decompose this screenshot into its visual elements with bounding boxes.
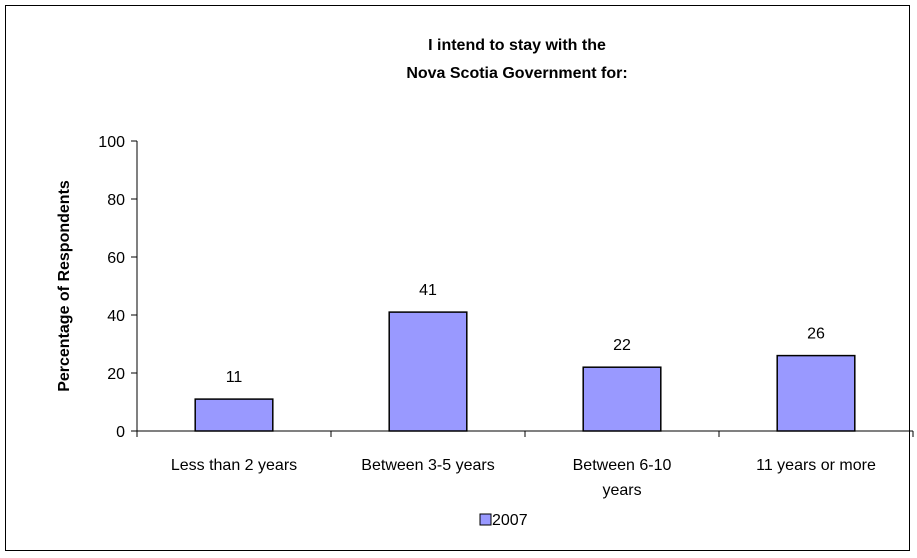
chart-title-line: Nova Scotia Government for: [406,65,627,82]
y-tick-label: 60 [107,250,125,267]
chart-frame [5,5,910,551]
bar [194,398,274,432]
x-tick-label: 11 years or more [756,457,876,474]
y-tick-label: 100 [98,134,125,151]
y-tick-label: 40 [107,308,125,325]
data-label: 22 [613,337,631,354]
chart-title: I intend to stay with the Nova Scotia Gov… [406,37,627,82]
bar [582,366,662,432]
axes: 0 20 40 60 80 100 Less than 2 years Between 3-5… [98,134,914,499]
bar [776,354,856,432]
data-label: 11 [226,369,243,386]
x-tick-label: years [602,482,641,499]
legend: 2007 [479,512,528,529]
legend-swatch [479,513,492,526]
x-tick-label: Less than 2 years [171,457,297,474]
x-tick-label: Between 6-10 [573,457,672,474]
y-axis-label: Percentage of Respondents [56,180,73,392]
y-tick-label: 80 [107,192,125,209]
x-tick-label: Between 3-5 years [361,457,494,474]
y-tick-label: 0 [116,424,125,441]
y-tick-label: 20 [107,366,125,383]
chart-title-line: I intend to stay with the [428,37,606,54]
bar [388,311,468,432]
data-label: 26 [807,326,825,343]
data-label: 41 [419,282,437,299]
bars: 11 41 22 26 [194,282,856,432]
legend-label: 2007 [492,512,528,529]
